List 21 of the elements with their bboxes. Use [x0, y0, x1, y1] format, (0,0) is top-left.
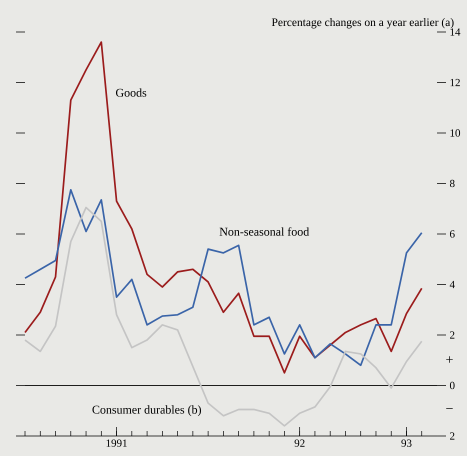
- line-series: [24, 188, 423, 366]
- x-tick-label: 92: [294, 440, 305, 447]
- y-tick-label: 8: [450, 180, 455, 188]
- y-tick-label: 6: [450, 230, 455, 238]
- y-tick-label: 14: [450, 28, 460, 36]
- line-series: [24, 41, 423, 374]
- x-tick-label: 93: [401, 440, 412, 447]
- y-tick-label: 0: [450, 382, 455, 390]
- y-tick-label: 4: [450, 280, 455, 288]
- line-series: [24, 206, 423, 427]
- series-label: Goods: [116, 88, 146, 97]
- y-tick-label: 2: [450, 331, 454, 339]
- y-tick-label: 12: [450, 78, 460, 86]
- y-axis-title: Percentage changes on a year earlier (a): [272, 18, 454, 28]
- y-tick-label: 10: [450, 129, 460, 137]
- series-label: Consumer durables (b): [92, 405, 202, 416]
- text: −: [446, 408, 453, 409]
- text: +: [446, 356, 453, 363]
- series-label: Non-seasonal food: [220, 227, 310, 236]
- y-tick-label: 2: [450, 432, 454, 440]
- x-tick-label: 1991: [106, 440, 127, 447]
